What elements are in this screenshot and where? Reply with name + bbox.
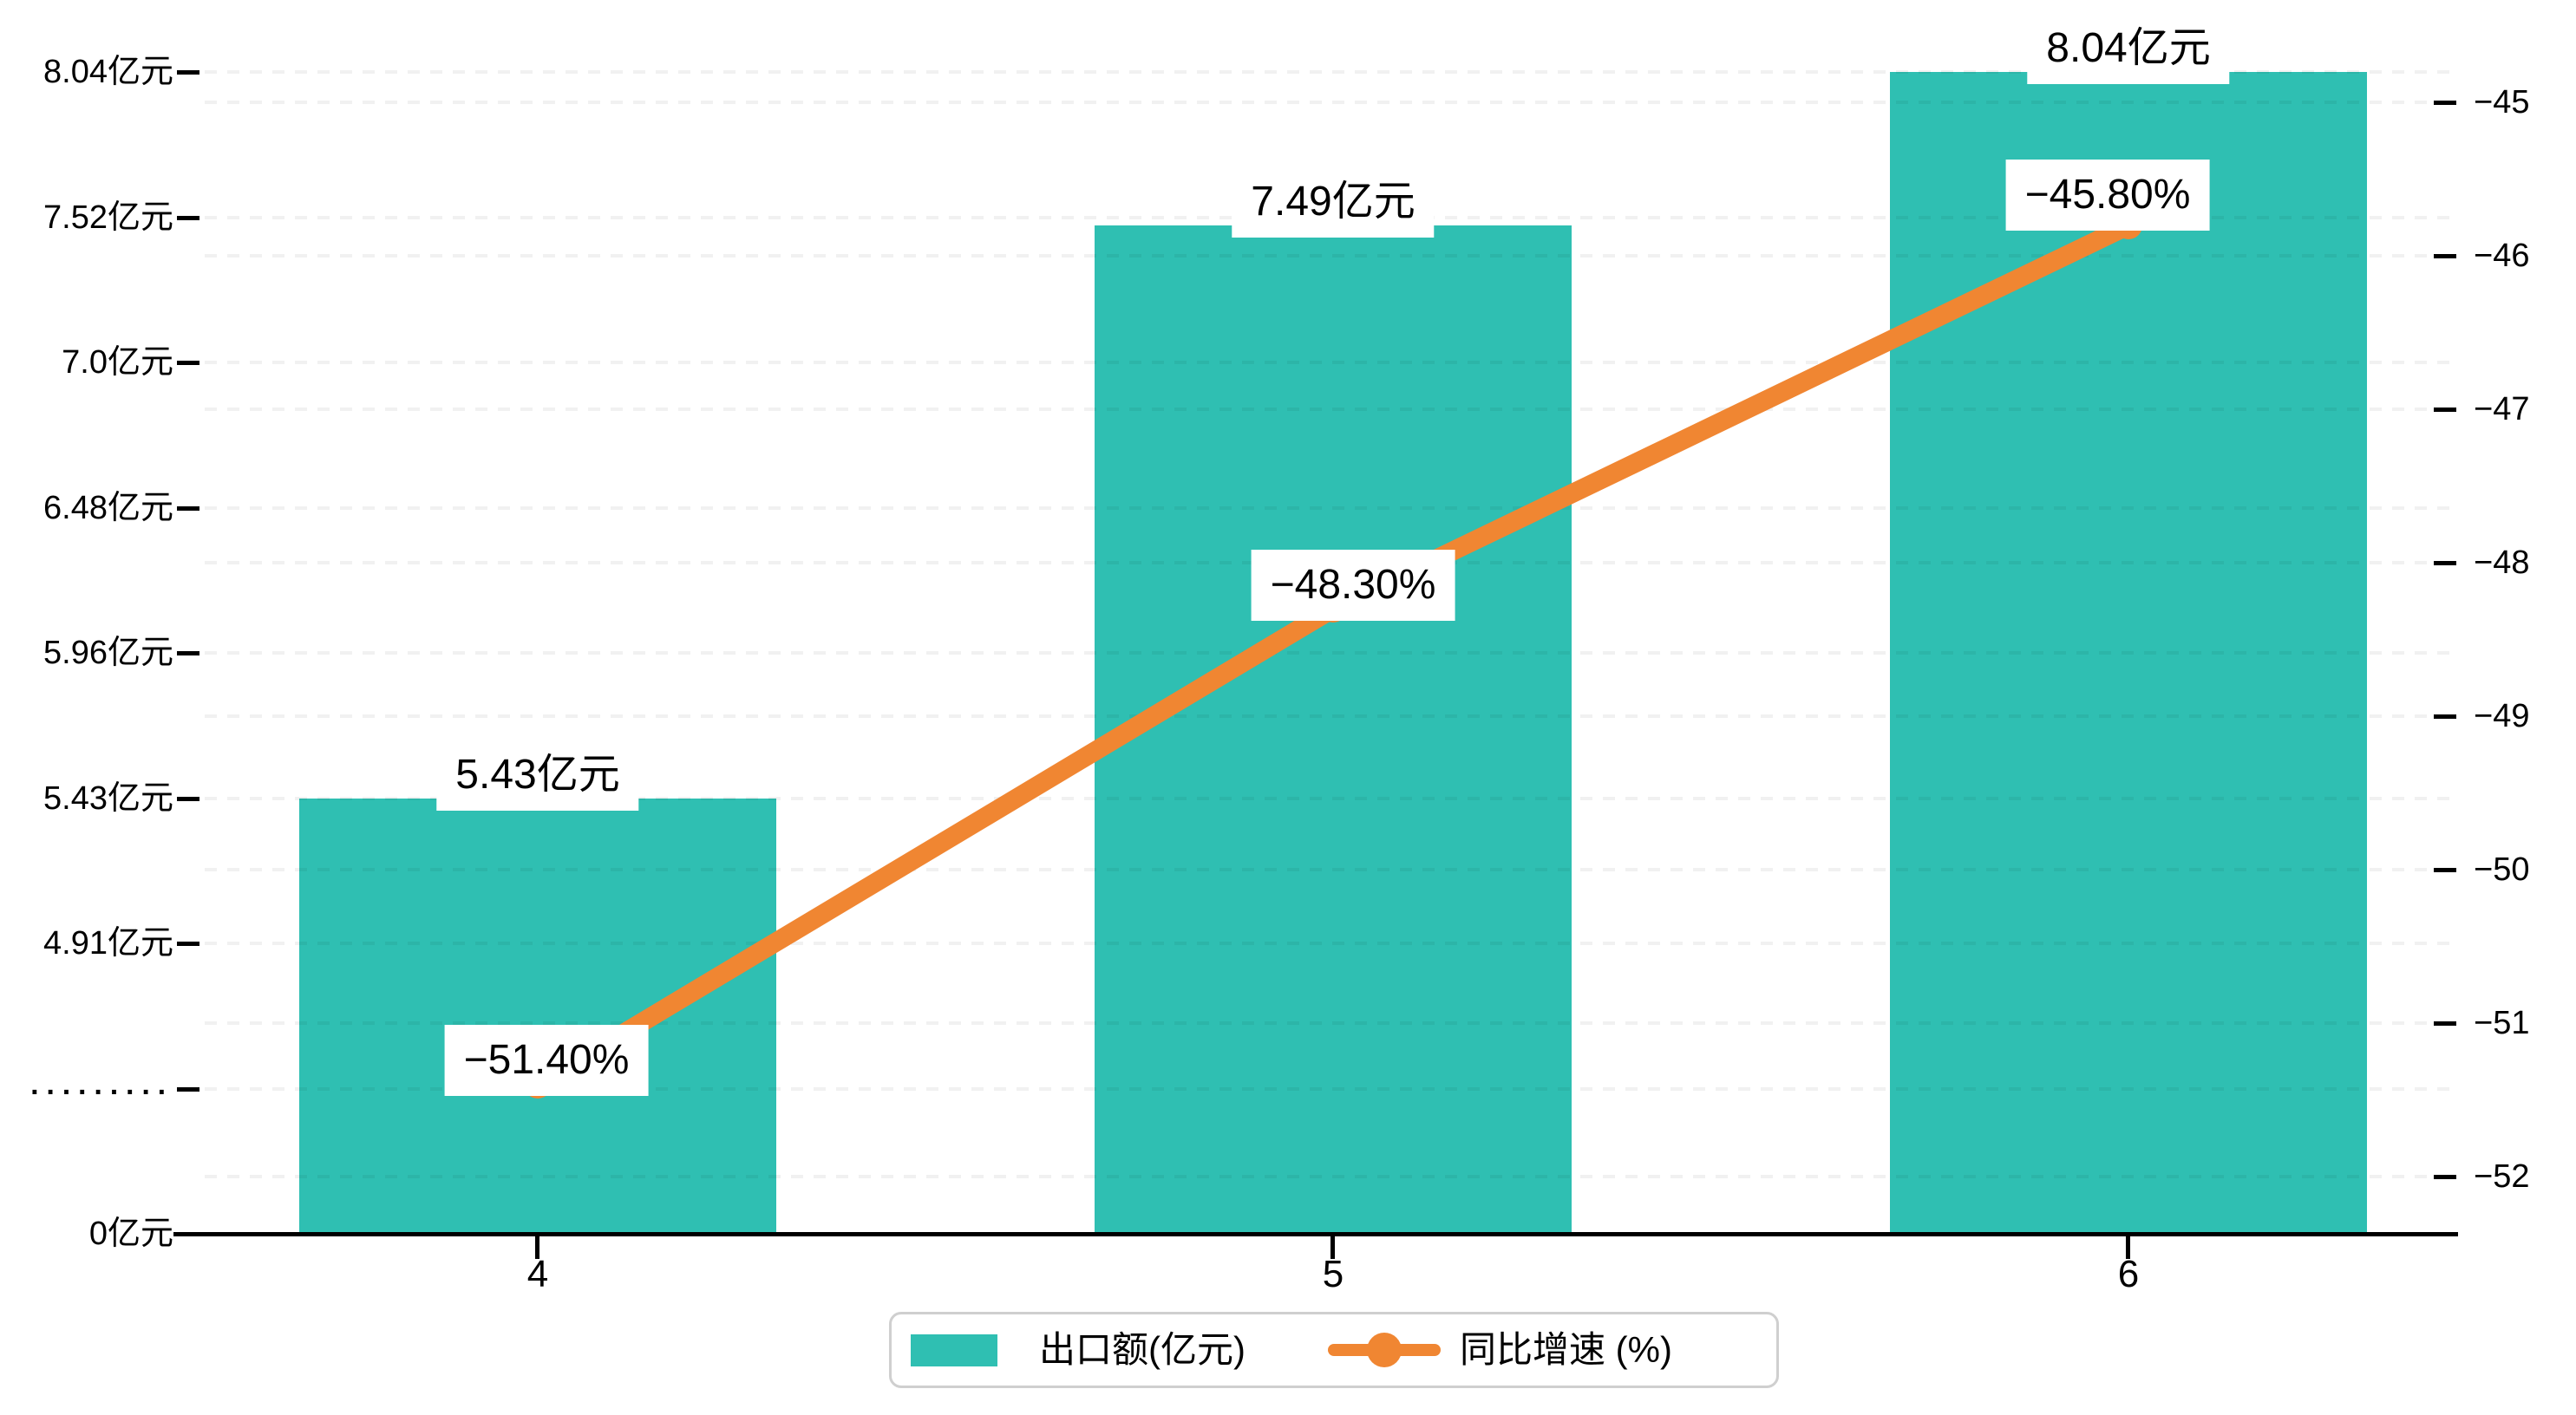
y-left-tick (177, 361, 199, 365)
x-label-5: 5 (1322, 1253, 1344, 1295)
gridline-left-5.43 (205, 797, 2456, 800)
gridline-left-8.04 (205, 70, 2456, 74)
y-left-label-4.91: 4.91亿元 (43, 925, 173, 962)
line-value-label-6: −45.80% (2005, 160, 2210, 231)
y-left-tick (177, 651, 199, 655)
y-right-label--45: −45 (2474, 84, 2530, 121)
legend-item-growth[interactable]: 同比增速 (%) (1459, 1329, 1672, 1370)
y-left-label-7.0: 7.0亿元 (62, 344, 173, 381)
gridline-right--46 (205, 254, 2456, 258)
gridline-right--50 (205, 868, 2456, 871)
y-left-label-0: 0亿元 (88, 1216, 173, 1252)
y-left-tick (177, 1087, 199, 1092)
line-value-label-4: −51.40% (444, 1025, 649, 1096)
y-right-tick (2434, 101, 2456, 105)
gridline-left-4.91 (205, 942, 2456, 945)
y-left-tick (177, 797, 199, 801)
growth-line[interactable] (528, 216, 2138, 1094)
bar-value-label-6: 8.04亿元 (2027, 13, 2230, 84)
gridline-left-6.48 (205, 506, 2456, 510)
y-right-label--46: −46 (2474, 238, 2530, 274)
x-label-4: 4 (526, 1253, 549, 1295)
legend: 出口额(亿元) 同比增速 (%) (889, 1312, 1779, 1388)
bar-month-6[interactable] (1890, 72, 2367, 1234)
x-label-6: 6 (2117, 1253, 2140, 1295)
y-right-tick (2434, 714, 2456, 719)
y-right-tick (2434, 408, 2456, 412)
x-axis-line (173, 1232, 2458, 1236)
bar-month-4[interactable] (299, 799, 776, 1234)
y-left-label-8.04: 8.04亿元 (43, 54, 173, 90)
y-left-tick (177, 216, 199, 220)
y-left-label-6.48: 6.48亿元 (43, 490, 173, 526)
y-right-label--49: −49 (2474, 698, 2530, 734)
y-right-label--50: −50 (2474, 851, 2530, 888)
y-right-tick (2434, 1175, 2456, 1179)
y-left-label-5.96: 5.96亿元 (43, 635, 173, 671)
x-tick-4 (535, 1236, 539, 1259)
y-right-tick (2434, 868, 2456, 872)
y-left-tick (177, 506, 199, 511)
gridline-right--51 (205, 1021, 2456, 1025)
gridline-left-7.0 (205, 361, 2456, 364)
bar-month-5[interactable] (1095, 225, 1572, 1234)
y-right-label--48: −48 (2474, 544, 2530, 581)
legend-bar-swatch-icon[interactable] (911, 1333, 997, 1366)
legend-line-dot (1366, 1333, 1402, 1367)
gridline-left-5.96 (205, 651, 2456, 655)
x-tick-5 (1330, 1236, 1335, 1259)
gridline-left-break (205, 1087, 2456, 1091)
gridline-right--47 (205, 408, 2456, 411)
legend-item-export[interactable]: 出口额(亿元) (1039, 1329, 1246, 1370)
y-right-label--52: −52 (2474, 1158, 2530, 1195)
gridline-right--49 (205, 714, 2456, 718)
y-right-tick (2434, 561, 2456, 565)
bar-value-label-4: 5.43亿元 (436, 740, 639, 811)
legend-line-dot-icon[interactable] (1327, 1333, 1441, 1367)
y-right-tick (2434, 254, 2456, 258)
y-left-tick (177, 942, 199, 946)
y-left-label-7.52: 7.52亿元 (43, 199, 173, 236)
bar-value-label-5: 7.49亿元 (1232, 166, 1435, 238)
y-left-label-5.43: 5.43亿元 (43, 780, 173, 817)
y-left-label-break-dots: ········· (30, 1076, 173, 1109)
y-right-label--47: −47 (2474, 391, 2530, 427)
y-left-tick (177, 70, 199, 75)
gridline-right--45 (205, 101, 2456, 104)
y-right-label--51: −51 (2474, 1005, 2530, 1041)
gridline-right--52 (205, 1175, 2456, 1178)
line-value-label-5: −48.30% (1251, 550, 1455, 621)
y-right-tick (2434, 1021, 2456, 1026)
x-tick-6 (2126, 1236, 2130, 1259)
